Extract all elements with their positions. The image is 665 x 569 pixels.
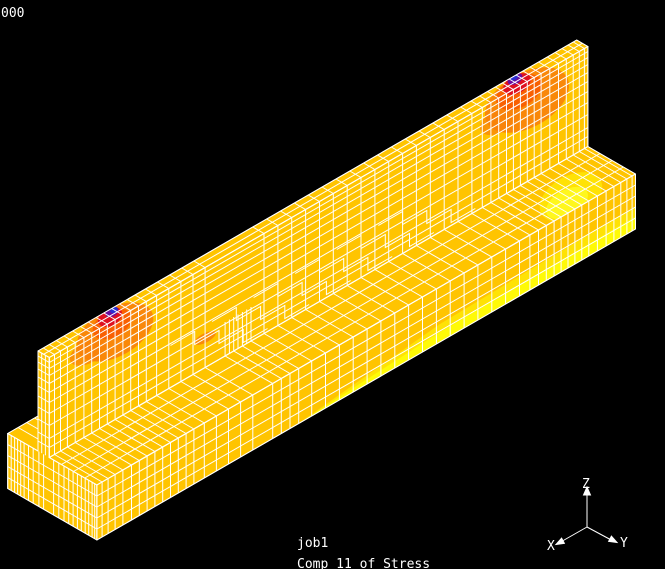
triad-y-label: Y: [620, 536, 628, 551]
triad-y-arrow-icon: [607, 535, 619, 544]
orientation-triad: Z Y X: [547, 477, 628, 554]
triad-z-arrow-icon: [582, 485, 592, 496]
triad-z-label: Z: [582, 477, 590, 492]
legend-value-label: 000: [1, 6, 25, 21]
result-caption-label: Comp 11 of Stress: [297, 557, 431, 569]
triad-x-arrow-icon: [554, 537, 566, 546]
triad-x-label: X: [547, 539, 555, 554]
job-title-label: job1: [297, 536, 329, 551]
t-beam-mesh: [7, 39, 636, 541]
